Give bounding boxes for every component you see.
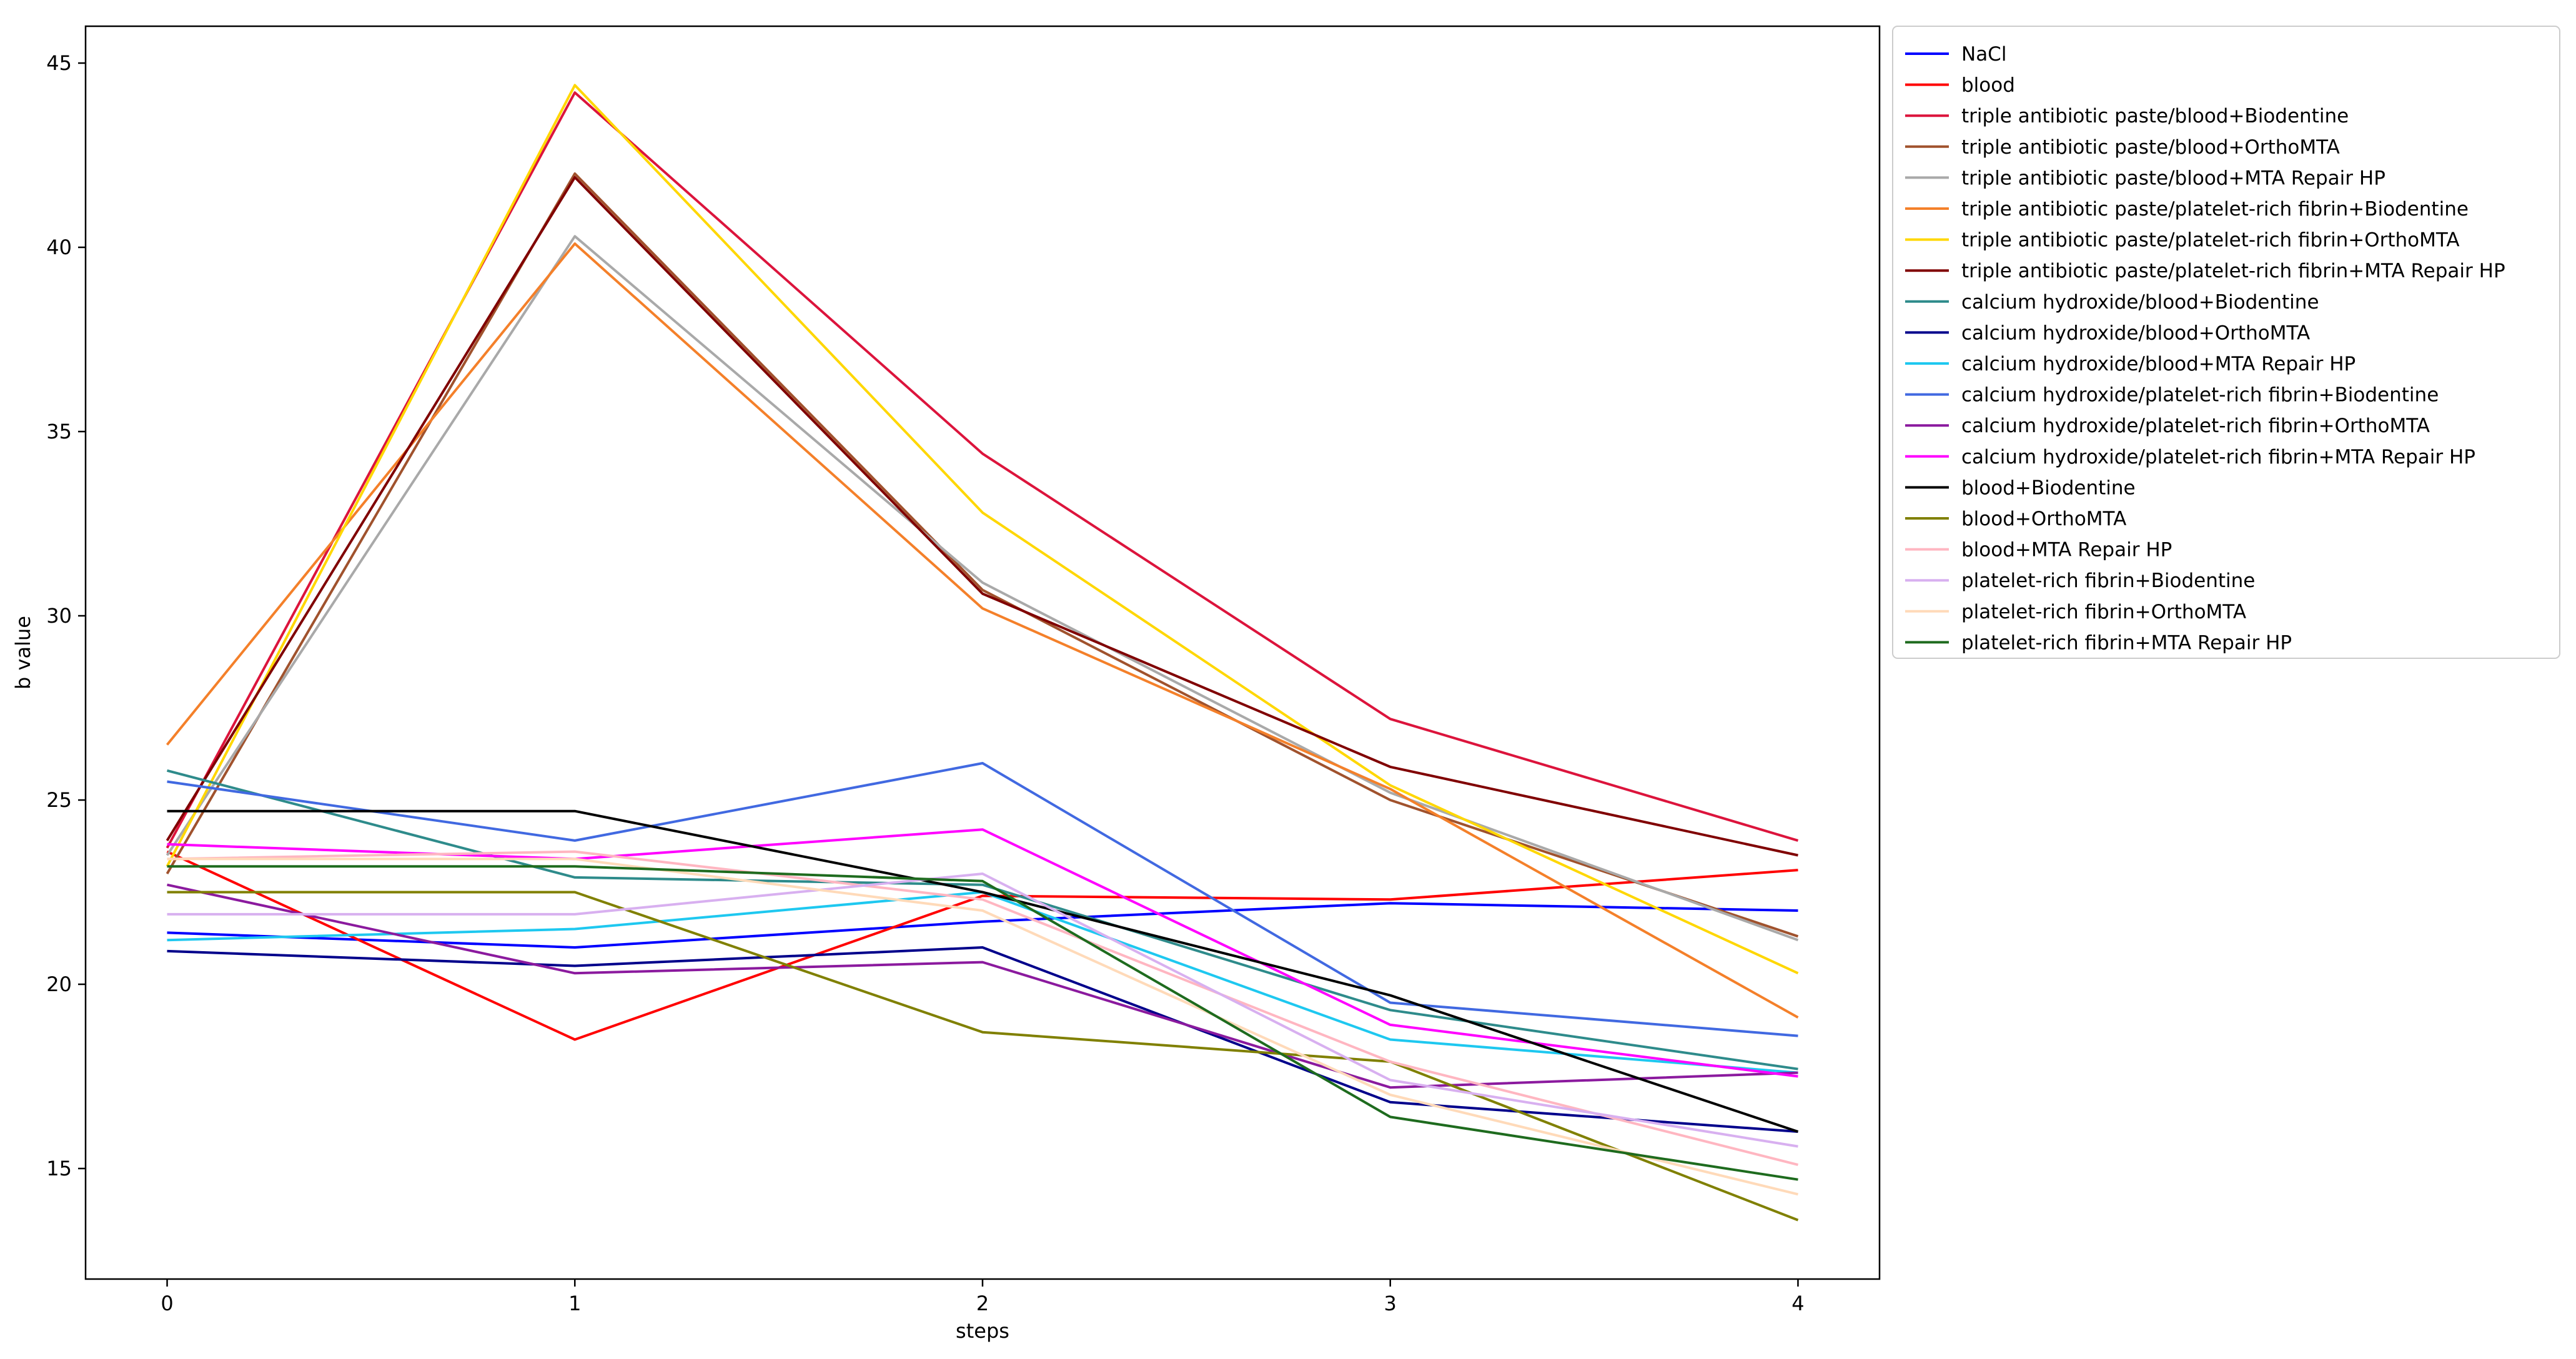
series-line-12 [167, 762, 1798, 1037]
legend-label-8: triple antibiotic paste/platelet-rich fi… [1961, 260, 2505, 282]
y-tick-label: 30 [46, 604, 72, 628]
series-line-10 [167, 946, 1798, 1133]
legend-label-4: triple antibiotic paste/blood+OrthoMTA [1961, 136, 2340, 159]
plot-frame [84, 25, 1881, 1280]
series-line-5 [166, 235, 1799, 942]
series-line-20 [167, 865, 1798, 1181]
y-axis-ticks: 15 20 25 30 35 40 45 [46, 51, 86, 1180]
legend-label-10: calcium hydroxide/blood+OrthoMTA [1961, 322, 2310, 344]
legend-label-1: NaCl [1961, 43, 2006, 66]
legend-label-14: calcium hydroxide/platelet-rich fibrin+M… [1961, 446, 2475, 468]
y-tick-label: 35 [46, 420, 72, 443]
legend-label-12: calcium hydroxide/platelet-rich fibrin+B… [1961, 384, 2439, 407]
legend-frame [1892, 26, 2560, 659]
series-line-18 [167, 872, 1798, 1148]
legend-label-20: platelet-rich fibrin+MTA Repair HP [1961, 631, 2292, 654]
legend-label-2: blood [1961, 74, 2015, 97]
series-line-6 [166, 242, 1799, 1019]
series-line-2 [166, 850, 1798, 1041]
y-axis-label: b value [11, 616, 35, 689]
legend-label-11: calcium hydroxide/blood+MTA Repair HP [1961, 353, 2356, 375]
legend-label-19: platelet-rich fibrin+OrthoMTA [1961, 601, 2246, 623]
y-tick-label: 25 [46, 788, 72, 812]
x-tick-label: 1 [568, 1292, 581, 1315]
series-line-7 [166, 84, 1799, 975]
x-tick-label: 4 [1791, 1292, 1804, 1315]
legend-label-7: triple antibiotic paste/platelet-rich fi… [1961, 229, 2460, 252]
x-tick-label: 2 [976, 1292, 989, 1315]
x-axis-ticks: 0 1 2 3 4 [161, 1279, 1805, 1315]
legend: NaCl blood triple antibiotic paste/blood+B… [1892, 26, 2560, 659]
series-line-8 [166, 175, 1798, 857]
legend-label-5: triple antibiotic paste/blood+MTA Repair… [1961, 167, 2385, 189]
legend-label-15: blood+Biodentine [1961, 477, 2136, 499]
legend-label-6: triple antibiotic paste/platelet-rich fi… [1961, 198, 2469, 220]
plot-area-background [86, 26, 1880, 1279]
series-line-16 [167, 891, 1799, 1222]
series-line-13 [167, 883, 1798, 1089]
legend-label-9: calcium hydroxide/blood+Biodentine [1961, 291, 2319, 314]
x-axis-label: steps [956, 1319, 1009, 1343]
legend-label-13: calcium hydroxide/platelet-rich fibrin+O… [1961, 415, 2430, 437]
legend-label-3: triple antibiotic paste/blood+Biodentine [1961, 105, 2349, 127]
series-line-9 [166, 769, 1798, 1070]
y-tick-label: 45 [46, 51, 72, 75]
y-tick-label: 20 [46, 972, 72, 996]
legend-label-16: blood+OrthoMTA [1961, 508, 2126, 530]
series-lines [166, 84, 1799, 1222]
series-line-4 [166, 172, 1799, 938]
x-tick-label: 3 [1384, 1292, 1397, 1315]
series-line-15 [167, 809, 1799, 1133]
y-tick-label: 15 [46, 1157, 72, 1180]
legend-label-17: blood+MTA Repair HP [1961, 539, 2172, 561]
series-line-19 [167, 857, 1798, 1196]
series-line-17 [167, 850, 1798, 1167]
y-tick-label: 40 [46, 235, 72, 259]
legend-label-18: platelet-rich fibrin+Biodentine [1961, 570, 2255, 592]
x-tick-label: 0 [161, 1292, 173, 1315]
